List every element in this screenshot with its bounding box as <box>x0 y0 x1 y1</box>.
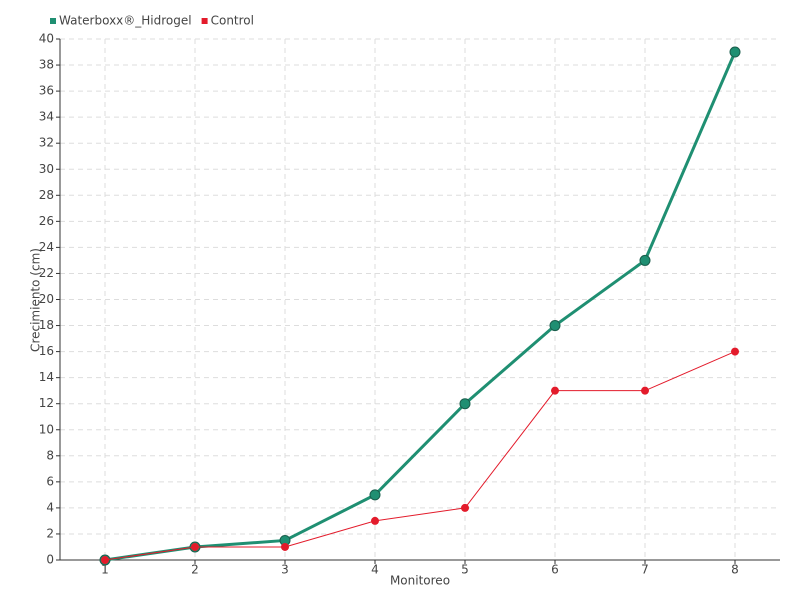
data-point <box>191 542 199 551</box>
y-tick-label: 4 <box>46 500 54 514</box>
x-tick-label: 6 <box>551 563 559 577</box>
y-tick-label: 12 <box>39 396 54 410</box>
series-line <box>104 51 737 562</box>
legend-label: Waterboxx®_Hidrogel <box>59 14 192 28</box>
y-tick-label: 34 <box>39 110 54 124</box>
x-tick-label: 7 <box>641 563 649 577</box>
x-tick-label: 4 <box>371 563 379 577</box>
data-point <box>551 386 559 395</box>
y-tick-label: 26 <box>39 214 54 228</box>
data-point <box>729 46 741 58</box>
y-tick-label: 36 <box>39 84 54 98</box>
x-tick-label: 3 <box>281 563 289 577</box>
y-tick-label: 14 <box>39 370 54 384</box>
data-point <box>101 556 109 564</box>
x-tick-label: 1 <box>101 563 109 577</box>
y-tick-label: 28 <box>39 188 54 202</box>
y-tick-label: 22 <box>39 266 54 280</box>
x-tick-label: 8 <box>731 563 739 577</box>
y-tick-label: 30 <box>39 162 54 176</box>
data-point <box>461 503 469 512</box>
y-tick-label: 8 <box>46 448 54 462</box>
x-axis-label: Monitoreo <box>390 574 450 588</box>
y-axis-label: Crecimiento (cm) <box>29 248 43 352</box>
y-tick-label: 24 <box>39 240 54 254</box>
y-tick-label: 38 <box>39 58 54 72</box>
legend-swatch <box>201 18 208 24</box>
y-tick-label: 20 <box>39 292 54 306</box>
legend-swatch <box>50 18 56 24</box>
legend-label: Control <box>211 14 254 28</box>
data-point <box>641 386 649 395</box>
y-tick-label: 32 <box>39 136 54 150</box>
y-tick-label: 18 <box>39 318 54 332</box>
data-point <box>731 347 739 356</box>
series-line <box>104 351 736 561</box>
data-point <box>371 516 379 525</box>
y-tick-label: 40 <box>39 32 54 46</box>
data-point <box>281 542 289 551</box>
x-tick-label: 5 <box>461 563 469 577</box>
data-point <box>639 254 651 266</box>
x-tick-label: 2 <box>191 563 199 577</box>
y-tick-label: 16 <box>39 344 54 358</box>
data-point <box>459 398 471 410</box>
data-point <box>369 489 381 501</box>
y-tick-label: 6 <box>46 474 54 488</box>
y-tick-label: 2 <box>46 526 54 540</box>
data-point <box>549 320 561 332</box>
y-tick-label: 10 <box>39 422 54 436</box>
y-tick-label: 0 <box>46 553 54 567</box>
